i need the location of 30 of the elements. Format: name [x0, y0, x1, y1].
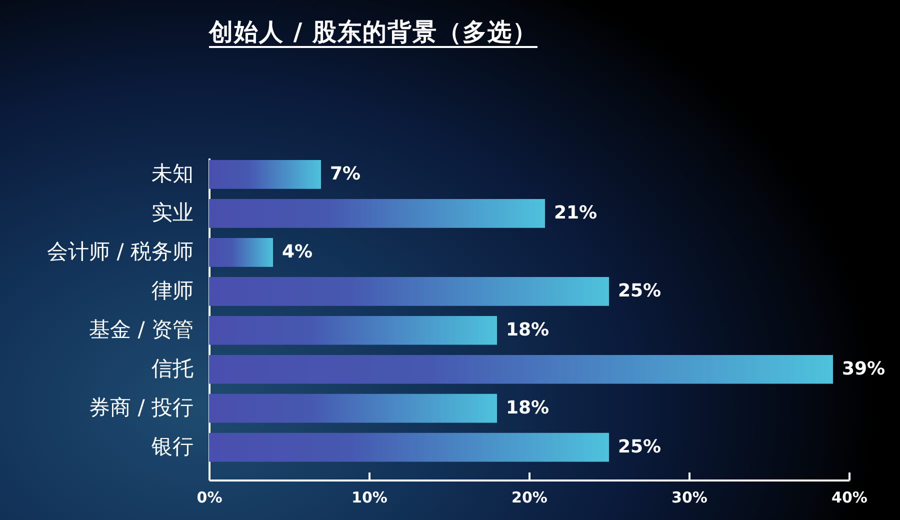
bar: [209, 432, 609, 462]
x-tick-label: 0%: [196, 488, 222, 506]
y-tick-label: 基金 / 资管: [89, 317, 194, 342]
bar: [209, 238, 273, 267]
y-tick-label: 券商 / 投行: [89, 395, 194, 420]
data-label: 39%: [842, 358, 886, 380]
y-tick-label: 会计师 / 税务师: [47, 239, 194, 264]
chart-title: 创始人 / 股东的背景（多选）: [209, 17, 538, 48]
data-label: 7%: [330, 163, 361, 184]
y-tick-label: 律师: [152, 278, 194, 302]
data-label: 18%: [506, 319, 550, 340]
data-label: 25%: [618, 436, 662, 458]
x-tick-label: 30%: [672, 488, 708, 506]
bar: [209, 316, 497, 345]
x-tick-label: 40%: [832, 488, 868, 506]
y-tick-label: 未知: [152, 161, 194, 186]
data-label: 18%: [506, 397, 550, 418]
data-label: 4%: [282, 241, 313, 262]
bar: [209, 160, 321, 189]
bar: [209, 199, 545, 228]
x-tick-label: 20%: [512, 488, 548, 506]
bar: [209, 394, 497, 423]
bar: [209, 354, 833, 384]
bar: [209, 276, 609, 306]
y-tick-label: 银行: [150, 434, 194, 458]
y-tick-label: 实业: [152, 200, 194, 224]
data-label: 25%: [618, 280, 662, 302]
x-tick-label: 10%: [352, 488, 388, 506]
y-tick-label: 信托: [152, 356, 194, 380]
data-label: 21%: [554, 202, 598, 224]
